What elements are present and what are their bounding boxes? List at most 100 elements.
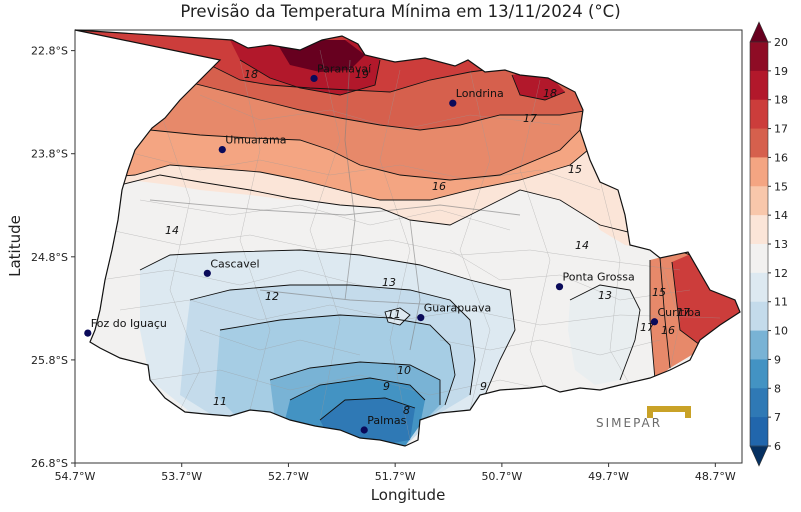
contour-17: [75, 59, 591, 131]
colorbar-label: 17: [774, 123, 788, 136]
contour-11: [219, 314, 456, 406]
y-tick-label: 22.8°S: [31, 45, 68, 58]
colorbar-segment: [750, 70, 768, 101]
colorbar-label: 12: [774, 267, 788, 280]
city-label: Ponta Grossa: [563, 271, 635, 284]
city-label: Curitiba: [657, 306, 700, 319]
contour-16-east: [659, 257, 671, 369]
city-label: Cascavel: [210, 257, 259, 270]
contour-15-east: [649, 260, 656, 381]
contour-label: 15: [568, 163, 582, 176]
colorbar-segment: [750, 244, 768, 274]
colorbar-segment: [750, 128, 768, 158]
contour-12: [189, 284, 476, 396]
x-tick-label: 50.7°W: [481, 470, 522, 483]
region-borders: [149, 59, 521, 351]
colorbar-label: 13: [774, 238, 788, 251]
city-label: Foz do Iguaçu: [91, 317, 167, 330]
city-marker: [555, 283, 564, 291]
x-tick-label: 52.7°W: [268, 470, 309, 483]
contour-9: [289, 377, 426, 401]
city-marker: [84, 329, 92, 337]
colorbar-label: 16: [774, 151, 788, 164]
contour-label: 9: [383, 380, 390, 393]
contour-label: 16: [661, 324, 675, 337]
colorbar-segment: [750, 186, 768, 216]
y-tick-label: 23.8°S: [31, 148, 68, 161]
x-tick-label: 49.7°W: [588, 470, 629, 483]
contour-11-pocket: [384, 307, 411, 326]
colorbar-segment: [750, 215, 768, 245]
colorbar-segment: [750, 99, 768, 130]
colorbar-label: 6: [774, 440, 781, 453]
city-marker: [310, 74, 318, 83]
colorbar-segment: [750, 301, 768, 332]
contour-label: 14: [165, 224, 179, 237]
contour-label: 16: [432, 180, 446, 193]
contour-label: 11: [213, 395, 227, 408]
city-label: Londrina: [456, 87, 504, 100]
contour-18-east: [511, 74, 566, 101]
colorbar-segment: [750, 417, 768, 447]
contour-16: [75, 119, 591, 181]
colorbar-label: 9: [774, 353, 781, 366]
x-axis: 54.7°W 53.7°W 52.7°W 51.7°W 50.7°W 49.7°W 48.7…: [55, 463, 736, 483]
contour-label: 11: [387, 308, 401, 321]
colorbar-label: 11: [774, 296, 788, 309]
city-label: Umuarama: [225, 134, 286, 147]
city-marker: [360, 426, 368, 434]
colorbar-segment: [750, 157, 768, 187]
y-tick-label: 26.8°S: [31, 457, 68, 470]
y-tick-label: 25.8°S: [31, 354, 68, 367]
contour-label: 10: [397, 364, 411, 377]
city-marker: [218, 145, 226, 154]
colorbar-segment: [750, 272, 768, 303]
contour-label: 13: [382, 276, 396, 289]
colorbar: 20 19 18 17 16 15 14 13 12 11 10 9 8 7 6: [749, 21, 788, 467]
contour-label: 8: [403, 404, 410, 417]
contour-label: 17: [676, 306, 690, 319]
y-axis: 22.8°S 23.8°S 24.8°S 25.8°S 26.8°S: [31, 45, 75, 470]
colorbar-label: 19: [774, 65, 788, 78]
contour-label: 12: [265, 290, 279, 303]
colorbar-label: 8: [774, 382, 781, 395]
colorbar-label: 10: [774, 325, 788, 338]
contour-13: [139, 249, 516, 396]
colorbar-segment: [750, 330, 768, 360]
contour-label: 17: [523, 112, 537, 125]
contour-10: [269, 361, 441, 405]
x-tick-label: 53.7°W: [161, 470, 202, 483]
contour-label: 13: [598, 289, 612, 302]
contour-15: [75, 139, 601, 201]
contour-label: 18: [244, 68, 258, 81]
contour-label: 14: [575, 239, 589, 252]
contour-18-west: [75, 39, 501, 93]
colorbar-label: 15: [774, 180, 788, 193]
colorbar-label: 7: [774, 411, 781, 424]
colorbar-segment: [750, 42, 768, 72]
contour-label-layer: 19 18 18 17 16 15 14 14 13 13 12 11 11 1…: [165, 68, 690, 417]
map-title: Previsão da Temperatura Mínima em 13/11/…: [180, 2, 621, 21]
contour-8: [319, 397, 416, 421]
city-marker: [417, 314, 425, 322]
contour-label: 15: [652, 286, 666, 299]
city-layer: Paranavaí Londrina Umuarama Cascavel Ponta G…: [84, 62, 701, 434]
x-tick-label: 51.7°W: [375, 470, 416, 483]
city-label: Palmas: [367, 414, 406, 427]
contour-label: 19: [355, 68, 369, 81]
city-label: Paranavaí: [317, 62, 372, 75]
city-marker: [650, 318, 659, 326]
city-marker: [449, 99, 457, 107]
x-tick-label: 48.7°W: [695, 470, 736, 483]
y-axis-label: Latitude: [6, 215, 24, 277]
colorbar-label: 20: [774, 36, 788, 49]
contour-label: 18: [543, 87, 557, 100]
colorbar-bottom-extend: [749, 445, 769, 467]
simepar-logo: SIMEPAR: [596, 406, 691, 430]
colorbar-top-extend: [749, 21, 769, 43]
city-marker: [203, 269, 211, 277]
contour-13-east: [569, 284, 641, 381]
band-east-17: [672, 250, 740, 345]
